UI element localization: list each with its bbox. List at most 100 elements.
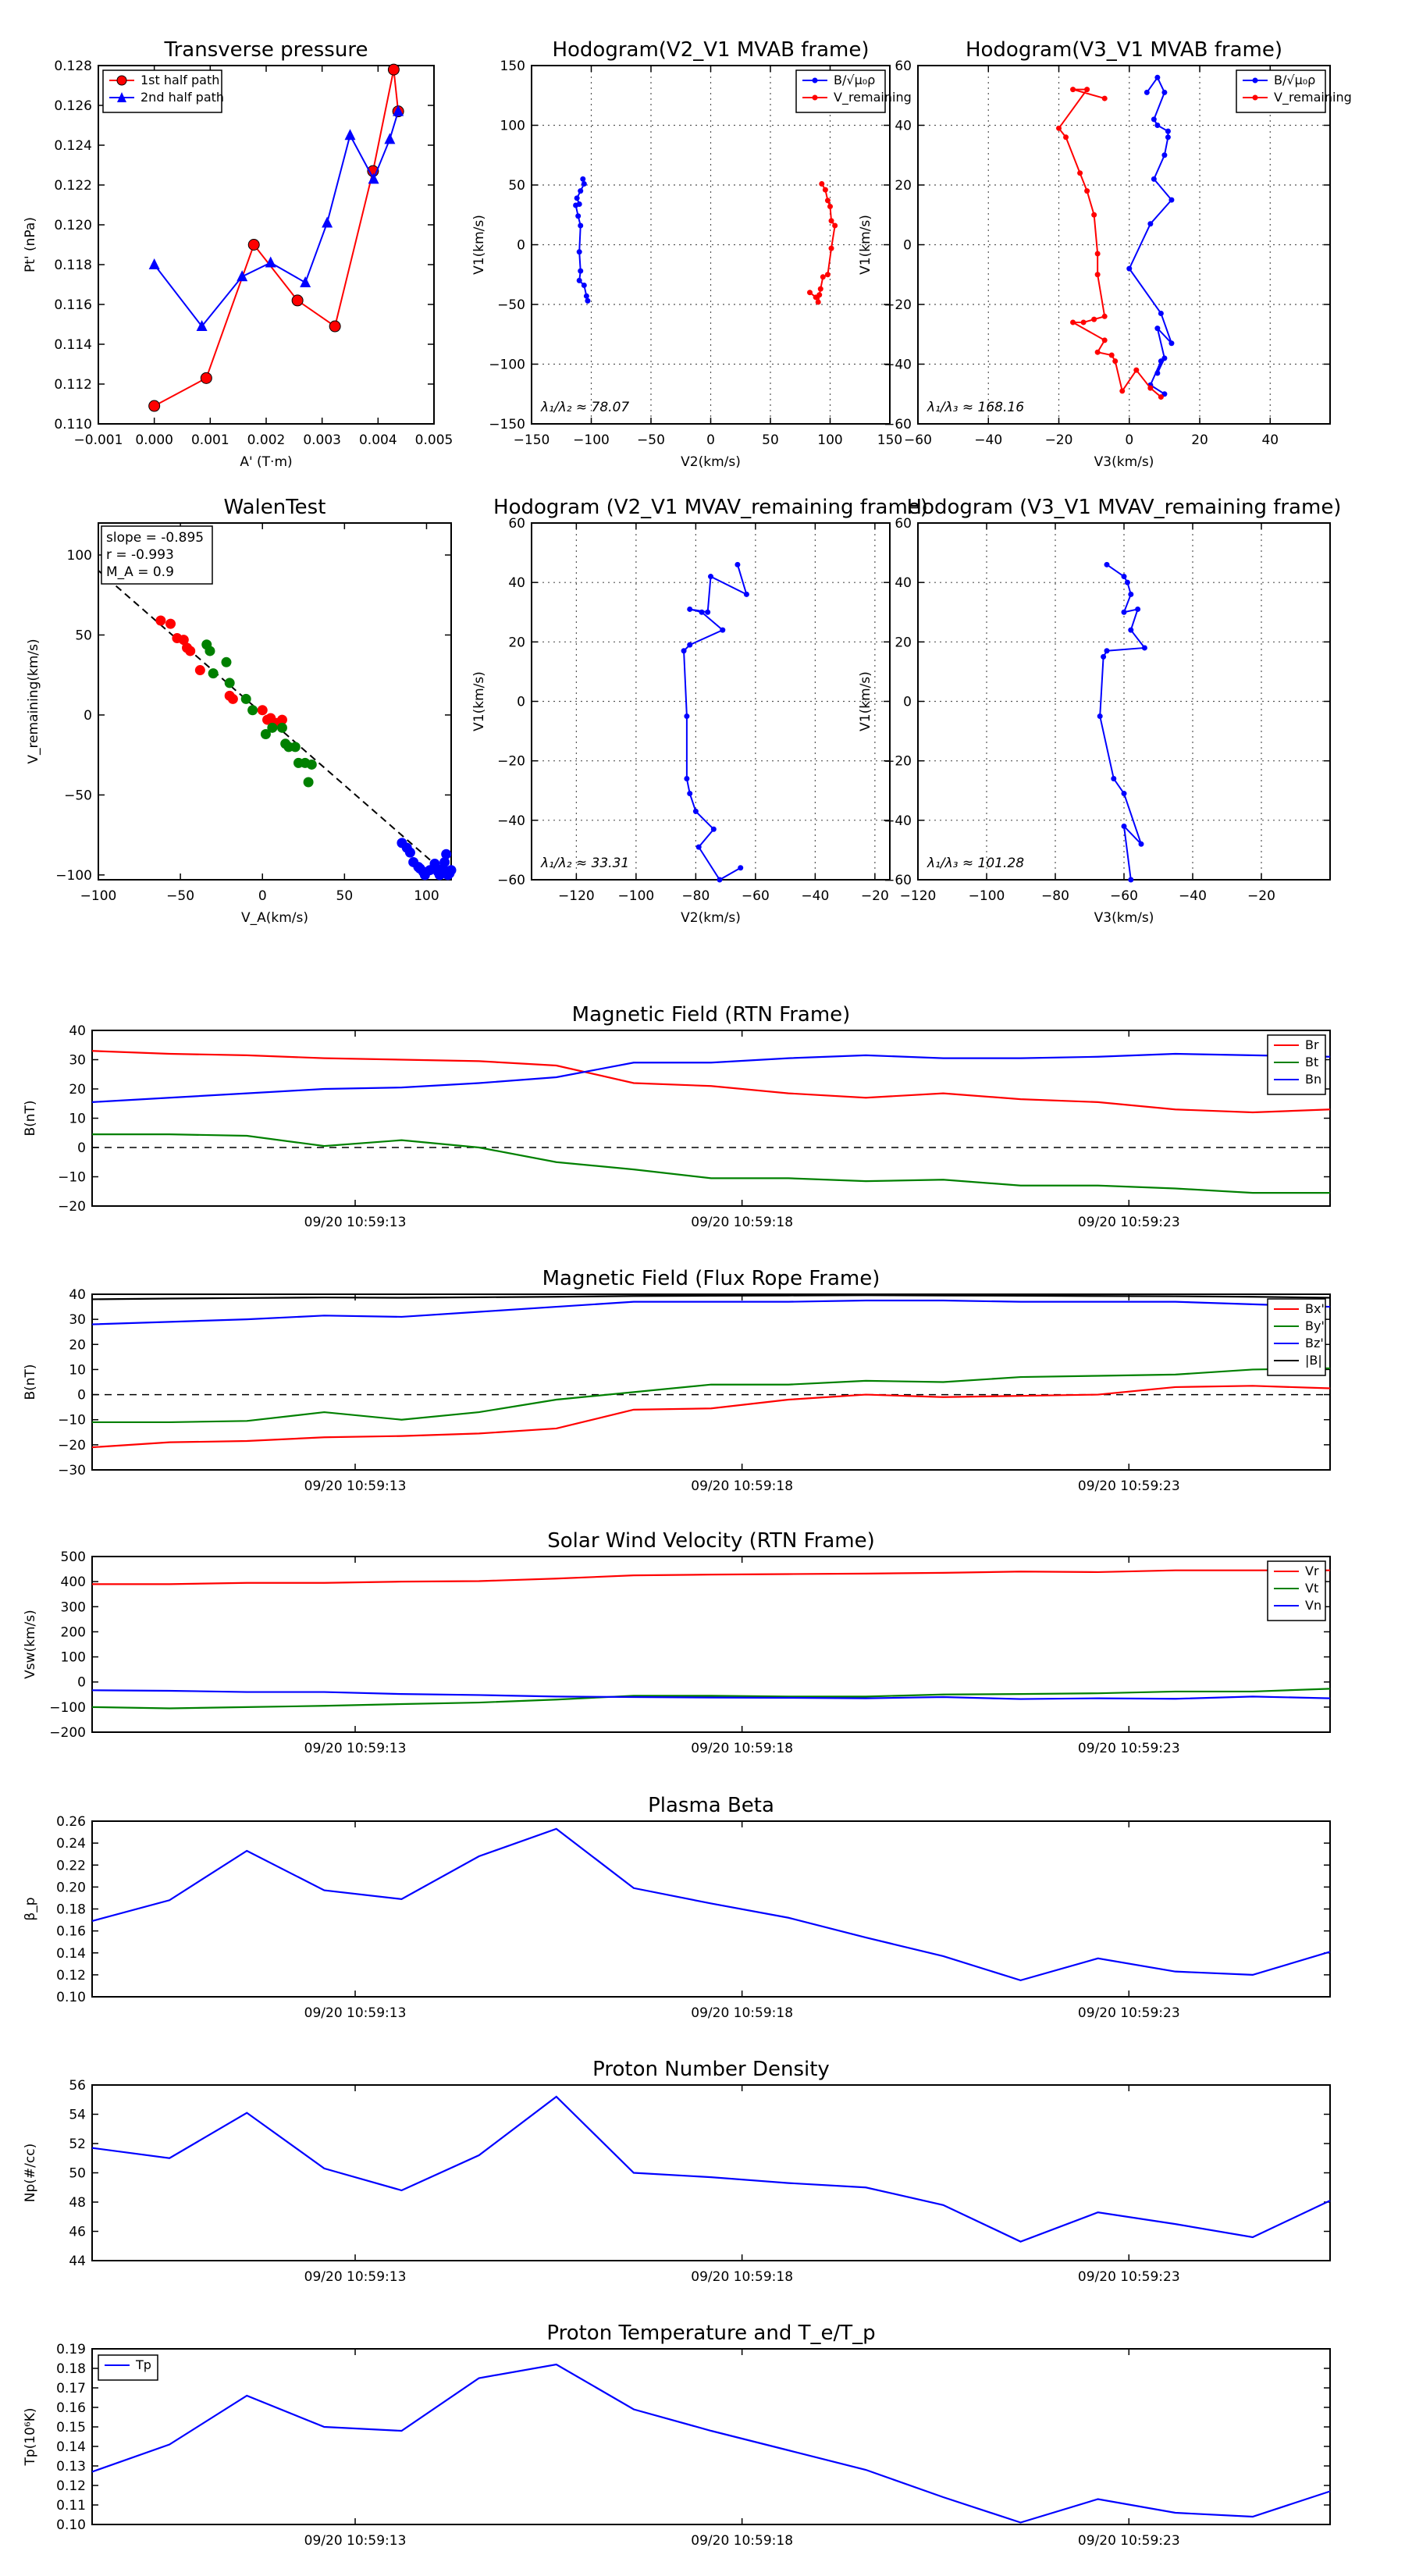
y-tick-label: 0.128: [54, 59, 92, 74]
y-tick-label: −10: [58, 1170, 86, 1186]
walen-point: [446, 865, 457, 876]
data-point: [1121, 823, 1127, 829]
series-line: [92, 1569, 1330, 1585]
plot-frame: [91, 1293, 1331, 1471]
y-tick-label: 0.19: [56, 2342, 86, 2357]
chart-vsw: Solar Wind Velocity (RTN Frame) −200 −100 0…: [23, 1529, 1331, 1756]
y-tick-label: 44: [69, 2254, 86, 2269]
walen-point: [240, 693, 251, 704]
walen-point: [441, 849, 452, 859]
x-tick-label: 09/20 10:59:13: [304, 2533, 407, 2549]
series-line: [92, 1133, 1330, 1194]
chart-brtn: Magnetic Field (RTN Frame) −20 −10 0 10 20 30 4…: [23, 1003, 1331, 1230]
legend-label: V_remaining: [834, 90, 912, 105]
x-tick-label: −40: [974, 432, 1002, 448]
data-point: [684, 713, 690, 720]
x-tick-label: 09/20 10:59:18: [691, 1215, 793, 1230]
data-point: [824, 197, 831, 204]
data-point: [1111, 776, 1117, 782]
data-point: [832, 222, 838, 229]
y-tick-label: 0.16: [56, 1924, 86, 1940]
y-tick-label: −20: [58, 1199, 86, 1215]
x-tick-label: 09/20 10:59:23: [1078, 1215, 1180, 1230]
y-tick-label: −20: [497, 754, 525, 770]
data-point: [820, 274, 826, 280]
fit-line: [98, 570, 452, 879]
legend-label: B/√μ₀ρ: [834, 73, 875, 87]
data-point: [1165, 128, 1171, 134]
data-point: [576, 277, 582, 283]
y-tick-label: −60: [884, 873, 912, 888]
y-tick-label: 0.14: [56, 1946, 86, 1962]
series-line: [91, 1294, 1331, 1300]
y-tick-label: 20: [508, 635, 525, 650]
chart-title: Solar Wind Velocity (RTN Frame): [547, 1529, 874, 1553]
x-tick-label: 09/20 10:59:18: [691, 2005, 793, 2021]
data-point: [1151, 116, 1157, 123]
y-tick-label: −40: [497, 813, 525, 829]
y-tick-label: 0.18: [56, 1902, 86, 1918]
y-tick-label: 10: [69, 1112, 86, 1127]
y-axis-label: V1(km/s): [858, 215, 873, 275]
x-tick-label: 09/20 10:59:13: [304, 2269, 407, 2285]
x-tick-label: 09/20 10:59:23: [1078, 2005, 1180, 2021]
y-tick-label: −60: [884, 417, 912, 432]
chart-h4: Hodogram (V3_V1 MVAV_remaining frame) −60…: [858, 496, 1341, 926]
data-point: [1094, 349, 1101, 355]
data-point: [1144, 89, 1150, 95]
y-tick-label: 20: [895, 635, 912, 650]
data-point: [1128, 627, 1134, 633]
hodogram-trace: [683, 564, 749, 881]
chart-np: Proton Number Density 44 46 48 50 52 54 56 09/20…: [23, 2058, 1331, 2285]
series-line: [91, 1688, 1331, 1710]
y-axis-label: Tp(10⁶K): [23, 2407, 38, 2466]
data-point: [687, 791, 693, 797]
y-tick-label: 0: [77, 1675, 86, 1691]
y-tick-label: −100: [55, 868, 92, 884]
data-point: [1161, 89, 1168, 95]
y-tick-label: 10: [69, 1362, 86, 1378]
legend: [98, 2354, 158, 2381]
y-tick-label: 0: [903, 695, 912, 710]
data-point: [237, 270, 248, 282]
legend-marker: [812, 77, 818, 84]
y-tick-label: 0.16: [56, 2400, 86, 2416]
data-point: [819, 180, 825, 187]
y-tick-label: 20: [69, 1082, 86, 1098]
y-axis-label: B(nT): [23, 1364, 38, 1400]
data-point: [1097, 713, 1103, 720]
legend-label: Vt: [1305, 1581, 1318, 1596]
walen-point: [185, 646, 196, 656]
data-point: [806, 290, 813, 296]
legend-label: 2nd half path: [140, 90, 224, 105]
y-tick-label: 0: [84, 708, 92, 724]
y-tick-label: −10: [58, 1413, 86, 1429]
data-point: [1126, 265, 1133, 272]
chart-title: Hodogram (V2_V1 MVAV_remaining frame): [493, 496, 928, 519]
plot-frame: [91, 2348, 1331, 2525]
x-axis-label: V_A(km/s): [241, 910, 308, 926]
y-tick-label: 0.116: [54, 297, 92, 313]
x-tick-label: 09/20 10:59:13: [304, 1478, 407, 1494]
walen-point: [194, 665, 205, 676]
y-tick-label: 56: [69, 2078, 86, 2094]
x-tick-label: 09/20 10:59:18: [691, 2533, 793, 2549]
x-tick-label: 20: [1191, 432, 1208, 448]
x-tick-label: −80: [681, 888, 710, 904]
x-axis-label: V3(km/s): [1094, 910, 1154, 926]
data-point: [1108, 352, 1115, 358]
y-tick-label: −50: [64, 788, 92, 803]
chart-title: Proton Temperature and T_e/T_p: [546, 2322, 875, 2345]
x-tick-label: 100: [817, 432, 842, 448]
y-tick-label: 0.124: [54, 138, 92, 154]
y-tick-label: 0.122: [54, 178, 92, 194]
legend: [795, 69, 886, 113]
series-line-triangle: [153, 111, 400, 328]
chart-pt: Transverse pressure 0.110 0.112 0.114 0.116 0…: [23, 38, 453, 470]
walen-point: [306, 759, 317, 770]
data-point: [708, 574, 713, 580]
hodogram-trace: [1099, 564, 1147, 881]
series-line: [91, 1299, 1331, 1325]
legend-marker: [116, 75, 127, 86]
legend-label: 1st half path: [140, 73, 219, 87]
